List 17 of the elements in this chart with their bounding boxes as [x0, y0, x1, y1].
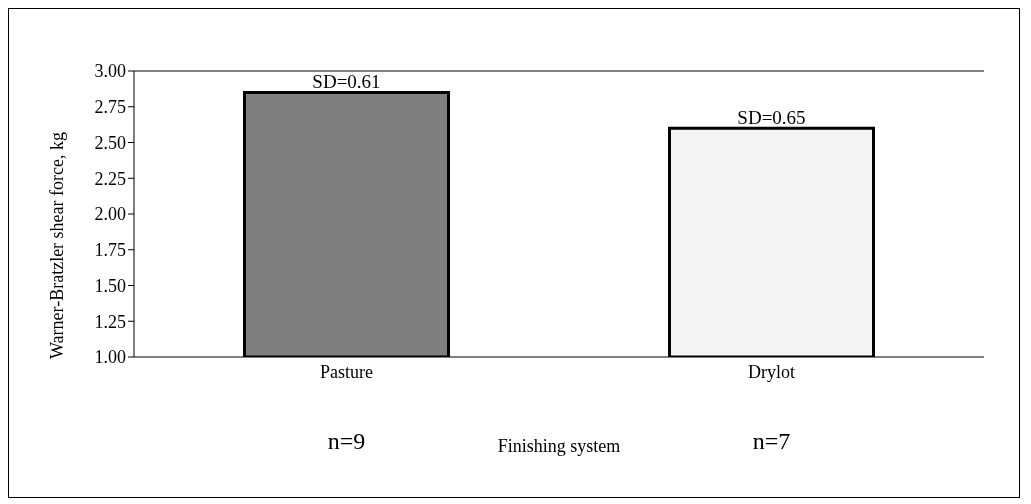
x-axis-title: Finishing system — [497, 435, 621, 456]
annotation: SD=0.65 — [737, 107, 806, 129]
y-axis-title: Warner-Bratzler shear force, kg — [47, 131, 68, 359]
annotation: SD=0.61 — [312, 71, 381, 93]
x-tick-label: Pasture — [320, 361, 373, 382]
y-tick-label: 1.75 — [94, 240, 126, 261]
x-tick-label: Drylot — [748, 361, 795, 382]
text: n=7 — [752, 428, 791, 454]
y-tick-label: 1.25 — [94, 311, 126, 332]
text: n=9 — [327, 428, 366, 454]
y-tick-label: 2.25 — [94, 168, 126, 189]
y-tick-label: 1.00 — [94, 347, 126, 368]
y-tick-label: 2.75 — [94, 97, 126, 118]
y-tick-label: 3.00 — [94, 61, 126, 82]
y-tick-label: 2.50 — [94, 132, 126, 153]
y-tick-label: 1.50 — [94, 275, 126, 296]
y-tick-label: 2.00 — [94, 204, 126, 225]
